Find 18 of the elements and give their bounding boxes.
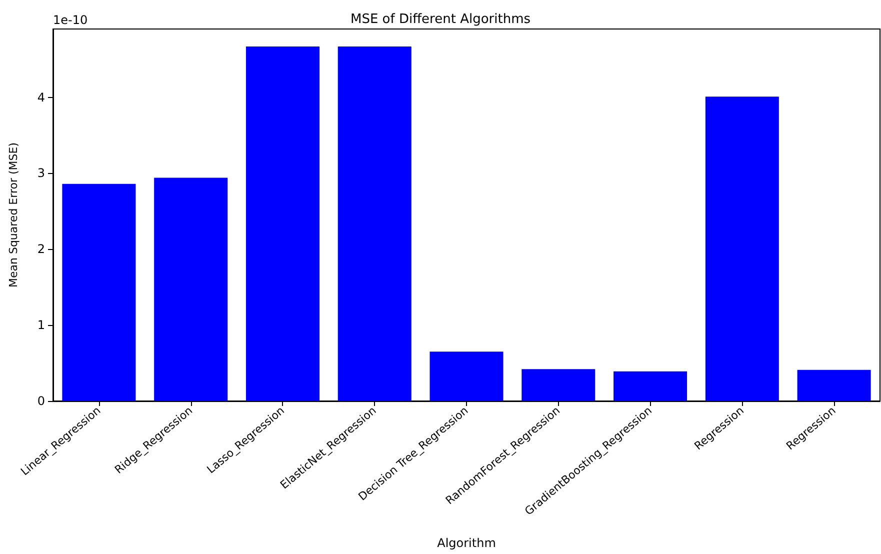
bar xyxy=(522,369,596,401)
x-axis-title: Algorithm xyxy=(437,536,496,550)
y-tick-label: 0 xyxy=(37,394,45,408)
text: 1e-10 xyxy=(53,13,88,27)
y-tick-label: 3 xyxy=(37,166,45,180)
bar xyxy=(246,46,320,401)
bar xyxy=(154,178,228,401)
y-axis-title: Mean Squared Error (MSE) xyxy=(7,142,20,288)
bar xyxy=(338,46,412,401)
bar xyxy=(797,370,871,401)
y-tick-label: 4 xyxy=(37,90,45,104)
y-tick-label: 1 xyxy=(37,318,45,332)
y-tick-label: 2 xyxy=(37,242,45,256)
bar xyxy=(62,184,136,401)
chart-title: MSE of Different Algorithms xyxy=(350,12,531,27)
bar xyxy=(614,371,688,401)
bar xyxy=(705,96,779,401)
bar xyxy=(430,352,504,401)
